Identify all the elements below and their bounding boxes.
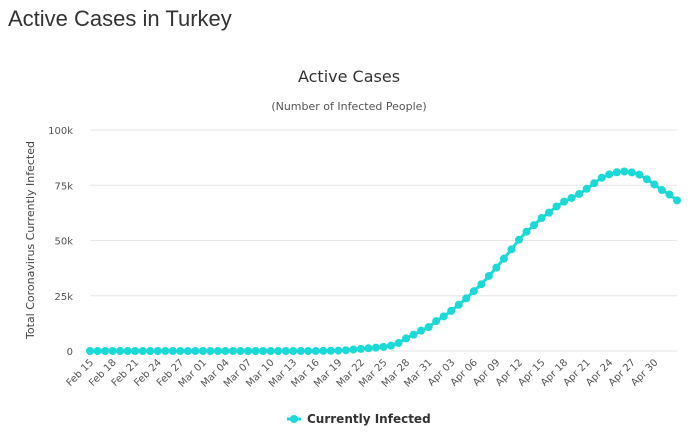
data-point[interactable] [462, 294, 471, 303]
chart-subtitle: (Number of Infected People) [271, 100, 426, 113]
data-point[interactable] [590, 179, 599, 188]
data-point[interactable] [251, 347, 260, 355]
data-point[interactable] [567, 193, 576, 202]
data-point[interactable] [93, 347, 102, 355]
data-point[interactable] [319, 346, 328, 355]
y-tick-label: 25k [54, 292, 73, 303]
data-point[interactable] [371, 343, 380, 352]
data-point[interactable] [131, 347, 140, 355]
data-point[interactable] [101, 347, 110, 355]
data-point[interactable] [379, 342, 388, 351]
legend[interactable]: Currently Infected [287, 412, 431, 426]
data-point[interactable] [522, 227, 531, 236]
data-point[interactable] [394, 338, 403, 347]
data-point[interactable] [206, 347, 215, 355]
data-point[interactable] [454, 300, 463, 309]
data-point[interactable] [665, 190, 674, 199]
grid-layer [90, 129, 677, 352]
data-point[interactable] [296, 346, 305, 355]
data-point[interactable] [627, 168, 636, 177]
data-point[interactable] [123, 347, 132, 355]
data-point[interactable] [213, 347, 222, 355]
data-point[interactable] [514, 235, 523, 244]
data-point[interactable] [552, 202, 561, 211]
data-point[interactable] [642, 175, 651, 184]
data-point[interactable] [597, 173, 606, 182]
data-point[interactable] [191, 347, 200, 355]
data-point[interactable] [236, 347, 245, 355]
data-point[interactable] [432, 317, 441, 326]
data-point[interactable] [439, 312, 448, 321]
data-point[interactable] [605, 170, 614, 179]
data-point[interactable] [334, 346, 343, 355]
data-point[interactable] [402, 334, 411, 343]
data-point[interactable] [146, 347, 155, 355]
data-point[interactable] [545, 208, 554, 217]
series-line-currently-infected [90, 169, 678, 353]
legend-series-marker-icon [290, 415, 298, 423]
data-point[interactable] [620, 167, 629, 176]
chart-title: Active Cases [298, 67, 400, 86]
data-point[interactable] [364, 344, 373, 353]
legend-label: Currently Infected [307, 412, 431, 426]
data-point[interactable] [108, 347, 117, 355]
data-point[interactable] [153, 347, 162, 355]
data-point[interactable] [326, 346, 335, 355]
data-point[interactable] [469, 287, 478, 296]
data-point[interactable] [138, 347, 147, 355]
data-point[interactable] [387, 341, 396, 350]
data-point[interactable] [311, 346, 320, 355]
data-point[interactable] [221, 347, 230, 355]
data-point[interactable] [582, 184, 591, 193]
data-point[interactable] [530, 221, 539, 230]
data-point[interactable] [116, 347, 125, 355]
data-point[interactable] [281, 347, 290, 355]
data-point[interactable] [274, 347, 283, 355]
data-point[interactable] [304, 346, 313, 355]
data-point[interactable] [244, 347, 253, 355]
data-point[interactable] [176, 347, 185, 355]
y-tick-label: 75k [54, 181, 73, 192]
data-point[interactable] [356, 344, 365, 353]
data-point[interactable] [168, 347, 177, 355]
data-point[interactable] [349, 345, 358, 354]
data-point[interactable] [537, 214, 546, 223]
data-point[interactable] [560, 197, 569, 206]
page-title: Active Cases in Turkey [8, 6, 232, 31]
data-point[interactable] [657, 186, 666, 195]
data-point[interactable] [183, 347, 192, 355]
data-point[interactable] [417, 326, 426, 335]
y-tick-label: 0 [67, 347, 73, 358]
data-point[interactable] [409, 330, 418, 339]
data-point[interactable] [507, 245, 516, 254]
data-point[interactable] [635, 170, 644, 179]
data-point[interactable] [259, 347, 268, 355]
data-point[interactable] [484, 271, 493, 280]
y-tick-label: 100k [48, 126, 73, 137]
y-axis-title: Total Coronavirus Currently Infected [24, 141, 37, 340]
data-point[interactable] [477, 280, 486, 289]
data-point[interactable] [447, 306, 456, 315]
data-point[interactable] [424, 323, 433, 332]
data-point[interactable] [575, 189, 584, 198]
data-point[interactable] [650, 180, 659, 189]
data-point[interactable] [228, 347, 237, 355]
data-point[interactable] [198, 347, 207, 355]
data-point[interactable] [612, 168, 621, 177]
data-point[interactable] [673, 196, 681, 205]
y-tick-labels: 0 25k 50k 75k 100k [48, 126, 73, 358]
data-point[interactable] [289, 347, 298, 355]
data-point[interactable] [161, 347, 170, 355]
data-point[interactable] [266, 347, 275, 355]
y-tick-label: 50k [54, 237, 73, 248]
data-point[interactable] [492, 263, 501, 272]
data-point[interactable] [499, 254, 508, 263]
data-point[interactable] [341, 346, 350, 355]
data-point[interactable] [86, 347, 94, 355]
series-layer [86, 167, 681, 355]
